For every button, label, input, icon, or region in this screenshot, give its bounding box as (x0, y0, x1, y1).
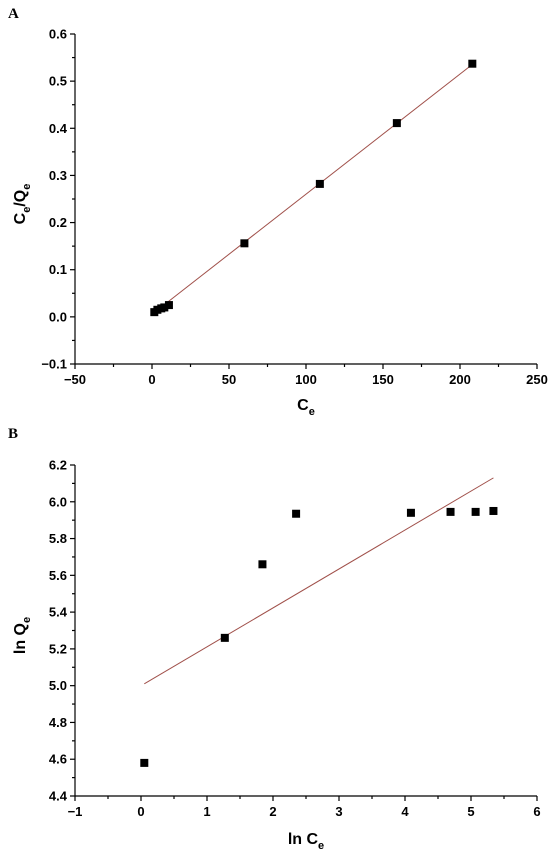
x-tick-label: 200 (449, 372, 471, 387)
y-axis-title-sub: e (21, 207, 33, 213)
y-tick-label: 6.2 (49, 458, 67, 473)
fit-line (144, 477, 494, 685)
x-tick-label: −50 (64, 372, 86, 387)
x-tick-label: 100 (295, 372, 317, 387)
y-axis-title-sub: e (21, 617, 33, 623)
y-tick-label: 4.8 (49, 715, 67, 730)
y-tick-label: 0.5 (49, 74, 67, 89)
x-axis-title-sub: e (318, 840, 324, 852)
x-axis-title-sub: e (309, 406, 315, 418)
data-point (446, 507, 455, 516)
x-tick-label: −1 (68, 804, 83, 819)
data-point (406, 508, 415, 517)
y-tick-label: 4.4 (49, 789, 68, 804)
x-tick-label: 0 (148, 372, 155, 387)
y-tick-label: 0.1 (49, 262, 67, 277)
x-tick-label: 6 (533, 804, 540, 819)
data-point (140, 758, 149, 767)
y-tick-label: 4.6 (49, 752, 67, 767)
y-axis-title-main: ln Q (12, 623, 29, 654)
y-tick-label: 0.4 (49, 121, 68, 136)
fit-line (153, 62, 475, 314)
y-tick-label: 0.6 (49, 27, 67, 42)
y-axis-title: Ce/Qe (12, 184, 33, 225)
x-tick-label: 0 (137, 804, 144, 819)
data-point (489, 506, 498, 515)
x-tick-label: 5 (467, 804, 474, 819)
y-tick-label: 5.8 (49, 531, 67, 546)
y-tick-label: 0.0 (49, 309, 67, 324)
chart-panel-a: A −50 0 50 100 150 200 250 −0.1 0.0 0.1 0.2 0.3 0.4 0.… (8, 6, 548, 418)
y-axis-title-sub: e (21, 184, 33, 190)
data-point (164, 301, 173, 310)
y-tick-label: 5.2 (49, 641, 67, 656)
y-tick-label: 0.2 (49, 215, 67, 230)
y-tick-label: 6.0 (49, 494, 67, 509)
data-point (315, 179, 324, 188)
data-point (392, 119, 401, 128)
data-point (258, 560, 267, 569)
y-tick-label: 5.6 (49, 568, 67, 583)
panel-label: A (8, 6, 19, 22)
x-axis-title: Ce (297, 397, 315, 418)
chart-panel-b: B −1 0 1 2 3 4 5 6 4.4 4.6 4.8 5.0 5.2 5.4 5.6 5.8 6.0 6.2… (8, 426, 541, 852)
data-point (468, 59, 477, 68)
data-point (220, 633, 229, 642)
data-point (160, 303, 169, 312)
x-axis-title: ln Ce (288, 831, 324, 852)
x-tick-label: 50 (222, 372, 236, 387)
x-tick-label: 4 (401, 804, 409, 819)
data-point (292, 509, 301, 518)
y-axis-title: ln Qe (12, 617, 33, 654)
data-point (240, 239, 249, 248)
x-tick-label: 250 (526, 372, 548, 387)
x-axis-title-main: C (297, 397, 309, 414)
y-tick-label: 0.3 (49, 168, 67, 183)
x-tick-label: 150 (372, 372, 394, 387)
y-axis-title-main: /Q (12, 190, 29, 207)
x-tick-label: 2 (269, 804, 276, 819)
x-tick-label: 3 (335, 804, 342, 819)
y-tick-label: 5.0 (49, 678, 67, 693)
y-tick-label: −0.1 (41, 357, 67, 372)
x-axis-title-main: ln C (288, 831, 319, 848)
panel-label: B (8, 426, 18, 442)
x-tick-label: 1 (203, 804, 210, 819)
y-axis-title-main: C (12, 212, 29, 224)
y-tick-label: 5.4 (49, 605, 68, 620)
data-point (471, 507, 480, 516)
